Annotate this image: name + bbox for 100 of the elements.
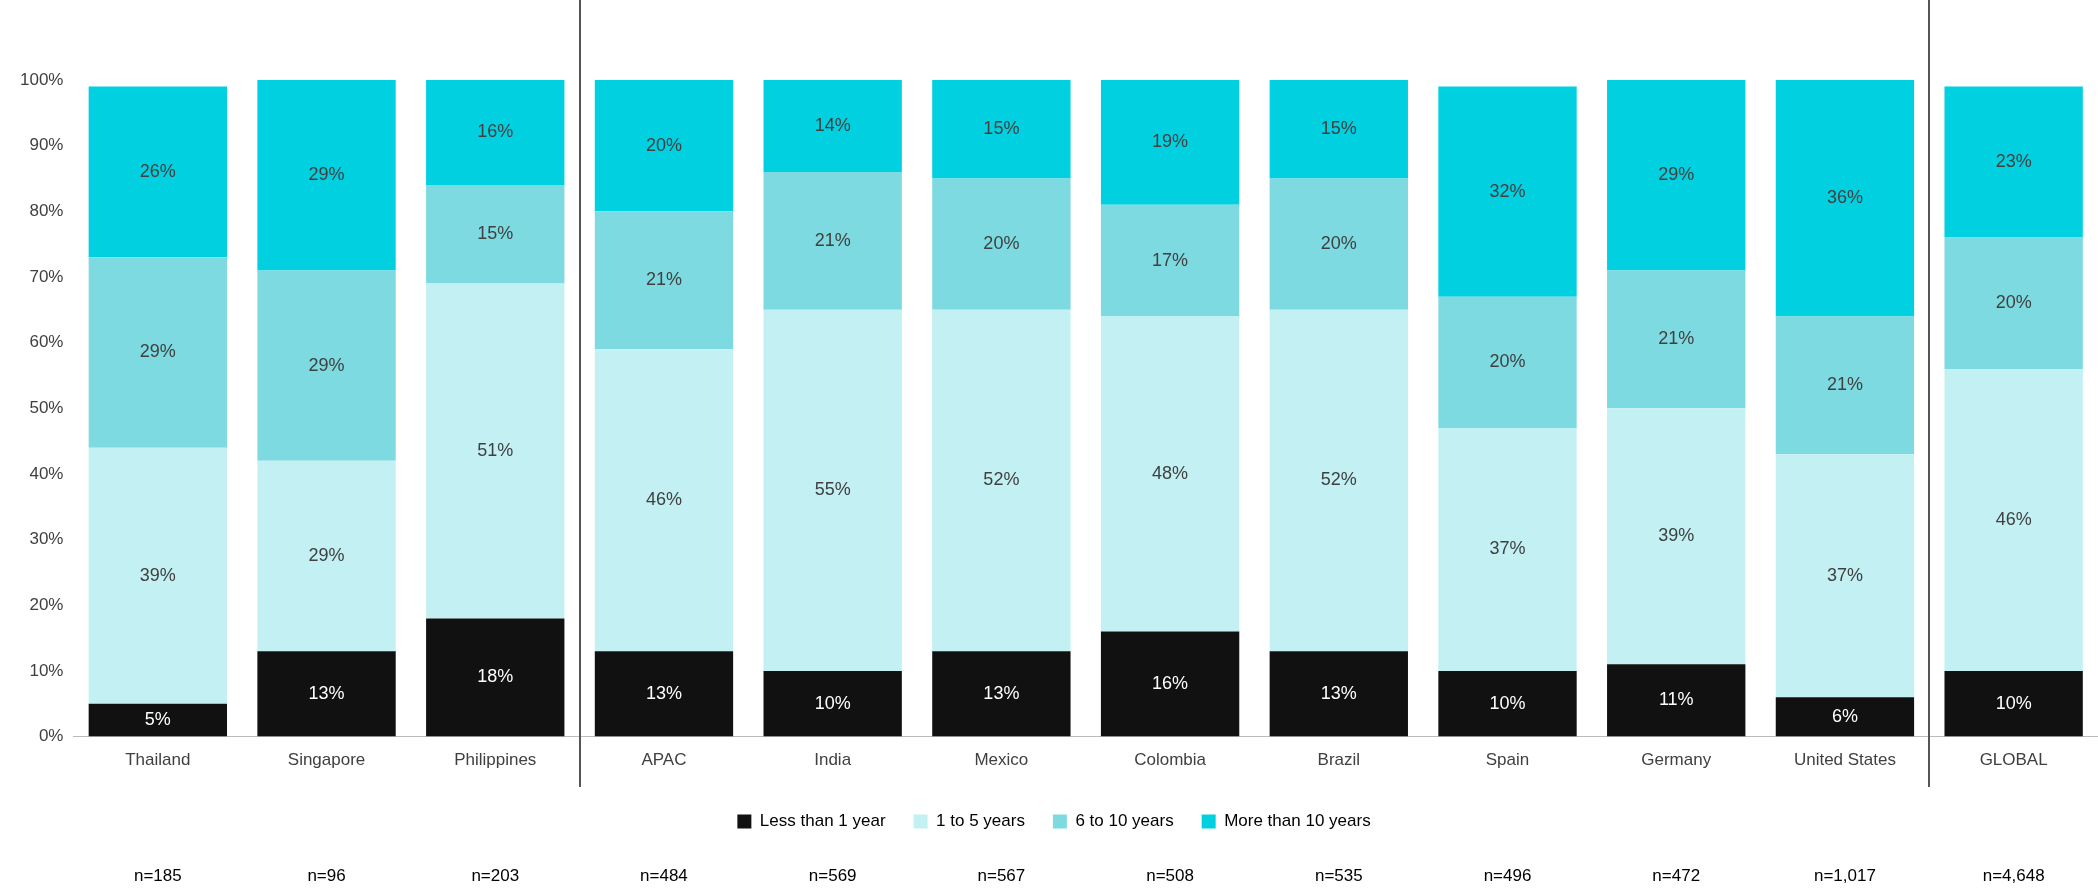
bar	[426, 283, 565, 619]
data-label: 32%	[1489, 180, 1526, 201]
x-tick-label: Colombia	[1134, 750, 1207, 770]
data-label: 11%	[1658, 689, 1694, 710]
bar	[1944, 670, 2083, 737]
bar	[1100, 204, 1240, 317]
text: n=567	[977, 866, 1026, 886]
y-tick-label: 20%	[29, 594, 64, 614]
y-tick-label: 0%	[38, 726, 64, 746]
legend-label: 6 to 10 years	[1075, 811, 1174, 831]
y-tick-label: 50%	[29, 397, 64, 417]
data-label: 5%	[144, 709, 171, 730]
data-label: 16%	[1152, 673, 1189, 694]
data-label: 51%	[477, 439, 514, 460]
data-label: 37%	[1489, 538, 1526, 559]
y-tick-label: 30%	[29, 529, 64, 549]
data-label: 39%	[139, 564, 176, 585]
bar	[1438, 428, 1577, 671]
y-tick-label: 80%	[29, 201, 64, 221]
data-label: 14%	[814, 114, 851, 135]
data-label: 26%	[139, 160, 176, 181]
y-tick-label: 70%	[29, 266, 64, 286]
bar	[1269, 80, 1408, 179]
x-tick-label: APAC	[641, 750, 687, 770]
bar	[1269, 178, 1408, 310]
data-label: 21%	[1658, 328, 1695, 349]
data-label: 18%	[477, 666, 514, 687]
bar	[1607, 270, 1746, 409]
data-label: 48%	[1152, 462, 1189, 483]
x-tick-label: Spain	[1485, 750, 1530, 770]
bar	[932, 178, 1071, 310]
bar	[932, 80, 1071, 179]
text: n=4,648	[1982, 866, 2045, 886]
bar	[257, 460, 396, 652]
bar	[1607, 408, 1746, 665]
data-label: 29%	[139, 341, 176, 362]
bar	[763, 670, 902, 737]
legend-label: More than 10 years	[1224, 811, 1371, 831]
data-label: 13%	[983, 682, 1020, 703]
x-tick-label: Mexico	[974, 750, 1029, 770]
text: n=1,017	[1813, 866, 1876, 886]
data-label: 21%	[814, 229, 851, 250]
bar	[1100, 316, 1240, 632]
data-label: 46%	[1995, 508, 2032, 529]
bar	[1269, 309, 1408, 652]
data-label: 20%	[645, 134, 682, 155]
data-label: 13%	[645, 682, 682, 703]
bar	[426, 80, 565, 186]
y-tick-label: 40%	[29, 463, 64, 483]
data-label: 17%	[1152, 249, 1189, 270]
bar	[426, 185, 565, 284]
bar	[594, 211, 734, 350]
data-label: 29%	[308, 354, 345, 375]
bar	[763, 309, 902, 671]
bar	[763, 171, 902, 310]
legend-label: Less than 1 year	[759, 811, 886, 831]
bar	[932, 309, 1071, 652]
text: n=484	[640, 866, 688, 886]
data-label: 21%	[645, 269, 682, 290]
text: n=472	[1652, 866, 1701, 886]
data-label: 37%	[1826, 564, 1863, 585]
data-label: 23%	[1995, 151, 2032, 172]
text: n=508	[1146, 866, 1194, 886]
bar	[1100, 631, 1240, 737]
text: n=185	[133, 866, 182, 886]
bar	[594, 651, 734, 737]
data-label: 36%	[1826, 187, 1863, 208]
y-tick-label: 10%	[29, 660, 64, 680]
bar	[594, 349, 734, 652]
y-tick-label: 90%	[29, 135, 64, 155]
bar	[88, 447, 228, 704]
bar	[1944, 368, 2083, 671]
bar	[1607, 664, 1746, 737]
data-label: 29%	[308, 164, 345, 185]
data-label: 15%	[983, 118, 1020, 139]
data-label: 15%	[1320, 118, 1357, 139]
text: n=96	[307, 866, 346, 886]
text: n=569	[808, 866, 857, 886]
bar	[1944, 237, 2083, 369]
y-tick-label: 100%	[20, 69, 64, 89]
legend-label: 1 to 5 years	[936, 811, 1025, 831]
data-label: 10%	[1995, 692, 2032, 713]
data-label: 46%	[645, 489, 682, 510]
bar	[1269, 651, 1408, 737]
data-label: 6%	[1831, 705, 1858, 726]
data-label: 20%	[1320, 233, 1357, 254]
data-label: 55%	[814, 479, 851, 500]
data-label: 16%	[477, 121, 514, 142]
bar	[257, 80, 396, 271]
data-label: 20%	[1489, 351, 1526, 372]
text: n=203	[471, 866, 520, 886]
data-label: 13%	[1320, 682, 1357, 703]
data-label: 20%	[983, 233, 1020, 254]
x-tick-label: GLOBAL	[1979, 750, 2048, 770]
data-label: 19%	[1152, 131, 1189, 152]
data-label: 15%	[477, 223, 514, 244]
bar	[257, 270, 396, 461]
x-tick-label: Singapore	[287, 750, 366, 770]
bar	[1775, 80, 1915, 317]
bar	[88, 703, 228, 737]
